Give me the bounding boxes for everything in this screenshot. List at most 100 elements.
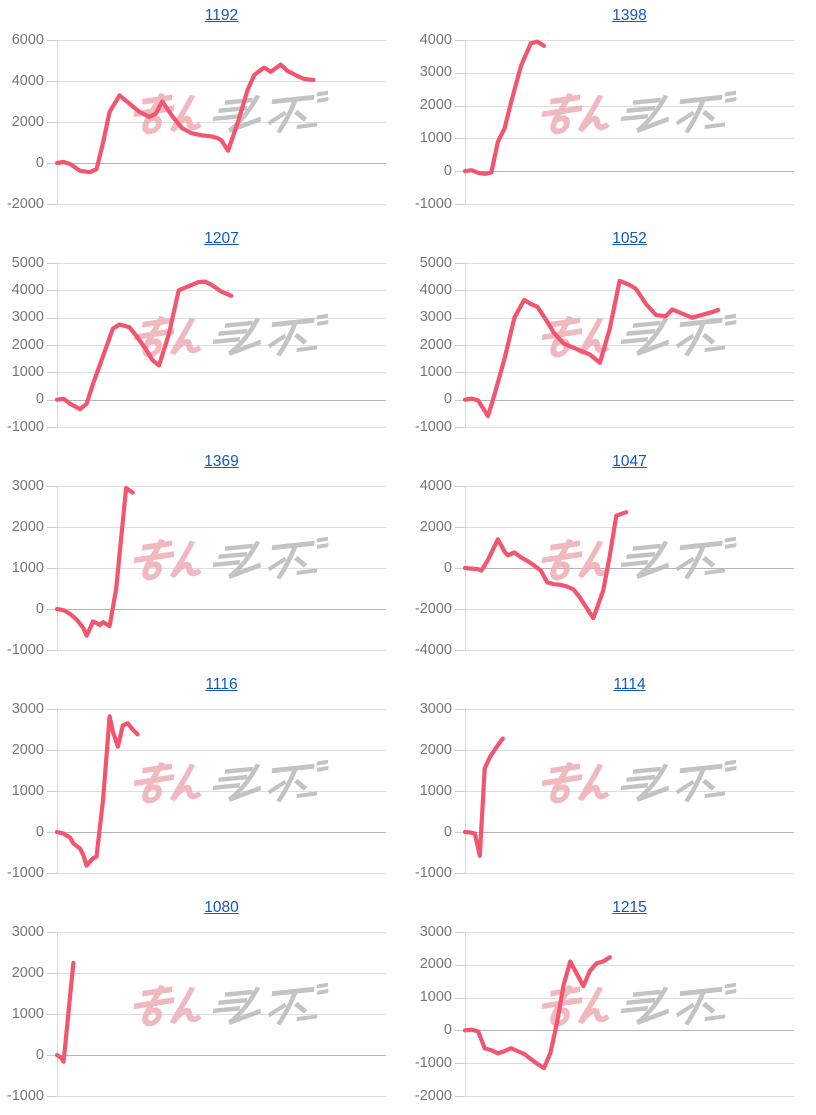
- axis-tick: [455, 105, 465, 107]
- watermark-kana-re: [620, 559, 649, 568]
- watermark-handakuten: [724, 97, 737, 103]
- watermark-kana-mi: [142, 538, 165, 581]
- y-axis-line: [465, 932, 466, 1096]
- y-axis-label: -1000: [6, 864, 44, 881]
- watermark-kana-po: [267, 779, 287, 795]
- watermark-handakuten: [316, 759, 329, 766]
- watermark-kana-n: [169, 540, 202, 579]
- series-line-chart: [462, 510, 629, 621]
- axis-tick: [47, 1014, 57, 1015]
- series-line: [462, 278, 721, 419]
- watermark-kana-re: [626, 551, 656, 560]
- y-axis-label: 3000: [419, 700, 452, 717]
- gridline: [465, 650, 794, 651]
- gridline: [465, 138, 794, 140]
- axis-tick: [47, 1096, 57, 1097]
- gridline: [465, 290, 794, 292]
- chart-title-link[interactable]: 1192: [204, 7, 239, 24]
- y-axis-label: 4000: [11, 72, 44, 89]
- axis-tick: [47, 973, 57, 974]
- axis-tick: [455, 527, 465, 528]
- axis-tick: [47, 932, 57, 933]
- y-axis-label: 5000: [419, 254, 452, 271]
- chart-title-link[interactable]: 1116: [205, 676, 238, 693]
- plot-area: 3000 2000 1000 0 -1000: [415, 701, 794, 881]
- y-axis-label: 2000: [11, 741, 44, 758]
- y-axis-label: 4000: [419, 31, 452, 48]
- zero-gridline: [57, 1055, 386, 1056]
- watermark-kana-po: [684, 319, 707, 357]
- watermark-kana-po: [675, 110, 695, 126]
- plot-area: 5000 4000 3000 2000 1000 0 -1000: [415, 255, 794, 435]
- watermark-handakuten: [724, 766, 737, 772]
- chart-title-link[interactable]: 1207: [204, 230, 239, 247]
- watermark-kana-po: [704, 568, 726, 576]
- y-axis-label: -1000: [414, 418, 452, 435]
- chart-title-link[interactable]: 1369: [204, 453, 239, 470]
- watermark-kana-mi: [142, 92, 165, 135]
- zero-gridline: [465, 832, 794, 833]
- chart-title-link[interactable]: 1047: [612, 453, 647, 470]
- axis-tick: [47, 345, 57, 346]
- chart-title-link[interactable]: 1052: [612, 230, 647, 247]
- watermark-kana-re: [626, 997, 656, 1006]
- watermark-handakuten: [724, 759, 737, 766]
- y-axis-label: 4000: [419, 281, 452, 298]
- axis-tick: [47, 527, 57, 528]
- watermark-handakuten: [316, 313, 329, 320]
- watermark-kana-po: [294, 332, 308, 345]
- series-line: [54, 485, 135, 638]
- axis-tick: [455, 568, 465, 569]
- axis-tick: [455, 72, 465, 74]
- gridline: [465, 709, 794, 710]
- axis-tick: [455, 345, 465, 346]
- axis-tick: [47, 290, 57, 292]
- watermark-kana-re: [212, 113, 241, 122]
- zero-gridline: [465, 171, 794, 173]
- axis-tick: [47, 399, 57, 401]
- watermark-kana-po: [296, 568, 318, 576]
- axis-tick: [47, 163, 57, 164]
- watermark-handakuten: [316, 97, 329, 103]
- watermark-kana-po: [296, 122, 318, 130]
- watermark-handakuten: [724, 989, 737, 995]
- y-axis-label: 5000: [11, 254, 44, 271]
- series-line: [54, 714, 140, 868]
- watermark-handakuten: [316, 536, 329, 543]
- watermark-kana-re: [228, 339, 262, 356]
- gridline: [465, 345, 794, 346]
- axis-tick: [47, 791, 57, 792]
- watermark-kana-n: [169, 763, 202, 802]
- chart-cell: 1114 3000 2000 1000 0 -1000: [408, 669, 816, 892]
- watermark-handakuten: [316, 982, 329, 989]
- watermark-kana-po: [702, 778, 716, 791]
- y-axis-label: 0: [443, 1021, 452, 1038]
- watermark-kana-re: [224, 320, 253, 328]
- watermark-kana-po: [704, 122, 726, 130]
- minrepo-watermark-logo: [133, 982, 329, 1027]
- gridline: [465, 486, 794, 487]
- axis-tick: [47, 609, 57, 610]
- gridline: [465, 750, 794, 751]
- watermark-kana-po: [267, 1002, 287, 1018]
- watermark-kana-po: [704, 345, 726, 353]
- axis-tick: [455, 290, 465, 292]
- y-axis-label: -1000: [6, 1087, 44, 1104]
- watermark-kana-po: [675, 779, 695, 795]
- chart-title-link[interactable]: 1114: [613, 676, 646, 693]
- watermark-kana-re: [626, 105, 656, 114]
- axis-tick: [455, 263, 465, 264]
- chart-title-link[interactable]: 1080: [204, 899, 239, 916]
- gridline: [57, 932, 386, 933]
- gridline: [465, 932, 794, 933]
- axis-tick: [47, 427, 57, 428]
- gridline: [57, 122, 386, 123]
- watermark-kana-po: [702, 332, 716, 345]
- chart-title-link[interactable]: 1215: [612, 899, 647, 916]
- plot-area: 6000 4000 2000 0 -2000: [7, 32, 386, 212]
- watermark-kana-po: [276, 319, 299, 357]
- watermark-kana-po: [702, 109, 716, 122]
- chart-cell: 1398 4000 3000 2000 1000 0 -1000: [408, 0, 816, 223]
- chart-title-link[interactable]: 1398: [612, 7, 647, 24]
- y-axis-line: [57, 932, 58, 1096]
